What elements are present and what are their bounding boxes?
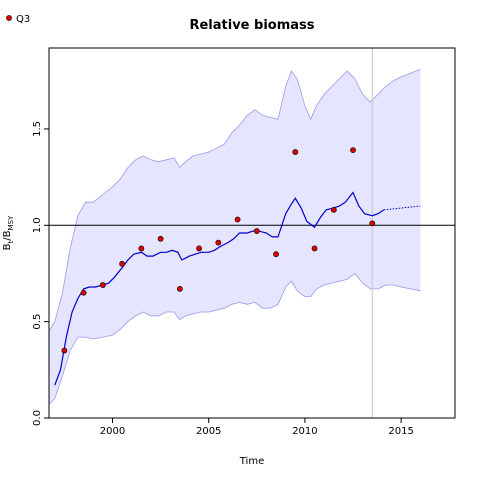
data-point <box>138 245 145 252</box>
y-label-sub2: MSY <box>7 215 15 230</box>
data-point <box>80 289 87 296</box>
x-tick-label: 2000 <box>100 426 125 437</box>
y-tick-label: 0.5 <box>32 314 43 330</box>
data-point <box>234 216 241 223</box>
x-axis: 2000 2005 2010 2015 <box>100 418 414 437</box>
plot-area <box>48 48 455 418</box>
legend-marker <box>6 15 12 21</box>
data-point <box>350 147 356 154</box>
y-tick-label: 1.5 <box>32 121 43 137</box>
data-point <box>61 347 68 354</box>
x-tick-label: 2005 <box>196 426 221 437</box>
forecast-line <box>383 205 421 211</box>
y-label-sub1: t <box>7 240 15 243</box>
chart-title: Relative biomass <box>189 18 314 33</box>
data-point <box>176 285 183 292</box>
data-point <box>253 228 260 234</box>
y-tick-label: 1.0 <box>32 217 43 233</box>
band-upper-edge <box>48 68 421 332</box>
data-point <box>215 239 222 246</box>
data-point <box>273 251 279 258</box>
estimate-line <box>54 191 385 386</box>
data-point <box>311 245 318 252</box>
y-label-sep: /B <box>2 230 13 240</box>
y-tick-label: 0.0 <box>32 410 43 426</box>
data-point <box>369 220 376 227</box>
x-tick-label: 2010 <box>292 426 317 437</box>
legend: Q3 <box>6 14 30 25</box>
data-point <box>330 206 337 213</box>
x-tick-label: 2015 <box>388 426 413 437</box>
y-label-main: B <box>2 243 13 250</box>
band-lower-edge <box>48 272 421 405</box>
data-point <box>99 282 106 288</box>
plot-frame <box>48 47 456 419</box>
confidence-band <box>49 69 421 405</box>
y-axis: 0.0 0.5 1.0 1.5 <box>32 121 49 426</box>
data-point <box>196 245 202 252</box>
data-point <box>292 149 299 155</box>
x-axis-label: Time <box>239 456 264 467</box>
legend-label: Q3 <box>16 14 30 25</box>
data-point <box>119 260 126 267</box>
data-point <box>157 235 164 242</box>
y-axis-label: Bt/BMSY <box>2 215 15 250</box>
